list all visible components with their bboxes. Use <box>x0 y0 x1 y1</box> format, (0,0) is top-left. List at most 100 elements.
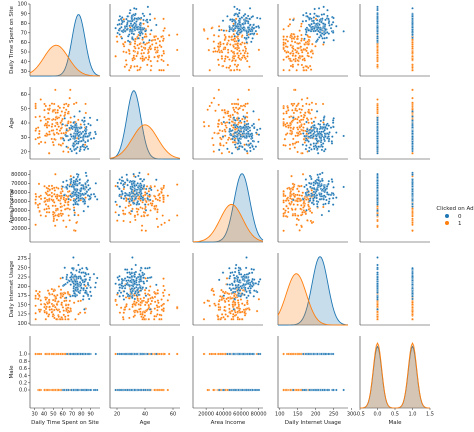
point-0 <box>321 171 324 175</box>
point-1 <box>310 121 314 125</box>
point-0 <box>84 291 87 294</box>
point-1 <box>158 192 161 196</box>
point-1 <box>156 299 160 302</box>
point-1 <box>162 284 165 288</box>
point-1 <box>141 201 144 204</box>
point-0 <box>376 182 379 185</box>
point-0 <box>129 8 132 12</box>
point-1 <box>160 223 163 226</box>
point-0 <box>134 263 137 267</box>
point-0 <box>376 29 379 33</box>
point-1 <box>302 129 305 132</box>
point-0 <box>241 145 244 149</box>
point-0 <box>321 179 324 182</box>
point-1 <box>59 192 63 195</box>
point-1 <box>287 24 290 28</box>
point-1 <box>300 114 303 118</box>
point-1 <box>229 114 232 117</box>
point-1 <box>291 142 295 145</box>
point-1 <box>69 174 73 178</box>
point-1 <box>135 54 138 58</box>
point-1 <box>305 69 308 72</box>
point-1 <box>39 140 43 144</box>
point-1 <box>376 98 379 101</box>
point-0 <box>230 152 234 155</box>
point-1 <box>227 299 230 303</box>
point-1 <box>156 55 160 58</box>
point-1 <box>51 204 55 208</box>
point-0 <box>77 140 80 144</box>
point-1 <box>79 299 82 303</box>
point-0 <box>246 132 250 136</box>
point-1 <box>232 57 236 60</box>
point-1 <box>115 35 119 38</box>
point-1 <box>285 35 289 38</box>
point-0 <box>303 185 306 189</box>
point-0 <box>84 171 88 175</box>
point-1 <box>219 295 222 298</box>
point-0 <box>331 203 335 206</box>
point-1 <box>153 55 156 59</box>
point-1 <box>47 198 51 202</box>
point-1 <box>219 143 222 147</box>
point-0 <box>136 182 139 185</box>
point-1 <box>240 302 244 305</box>
point-1 <box>166 63 170 67</box>
point-0 <box>228 127 232 131</box>
point-0 <box>65 185 68 189</box>
point-0 <box>233 290 237 294</box>
point-1 <box>236 310 239 314</box>
point-1 <box>61 142 65 145</box>
point-1 <box>55 128 59 131</box>
point-1 <box>72 102 76 106</box>
point-1 <box>34 318 37 321</box>
point-0 <box>231 283 234 287</box>
point-1 <box>292 186 295 189</box>
point-1 <box>131 305 134 309</box>
point-0 <box>411 173 414 177</box>
point-1 <box>218 50 221 54</box>
y-tick-label: 20000 <box>11 226 27 232</box>
point-0 <box>309 185 312 189</box>
point-1 <box>52 117 55 121</box>
point-0 <box>411 202 414 206</box>
point-1 <box>241 41 244 44</box>
point-1 <box>46 117 50 120</box>
point-0 <box>318 27 322 31</box>
point-1 <box>34 201 37 205</box>
point-0 <box>69 194 72 197</box>
point-1 <box>212 150 216 153</box>
point-1 <box>287 210 290 214</box>
point-0 <box>237 286 241 289</box>
point-1 <box>245 301 249 304</box>
point-1 <box>293 35 296 39</box>
point-1 <box>216 122 220 126</box>
point-0 <box>376 282 379 285</box>
point-1 <box>294 208 297 211</box>
point-1 <box>54 204 57 208</box>
point-0 <box>78 149 82 153</box>
point-0 <box>246 130 250 134</box>
point-0 <box>241 22 244 26</box>
point-1 <box>220 152 224 155</box>
point-1 <box>55 197 59 200</box>
point-1 <box>239 42 242 46</box>
point-1 <box>231 113 235 117</box>
point-0 <box>228 274 232 278</box>
point-1 <box>290 174 293 178</box>
point-0 <box>322 118 325 122</box>
point-1 <box>63 204 66 207</box>
point-1 <box>300 22 303 26</box>
point-1 <box>257 298 261 301</box>
point-1 <box>295 69 298 72</box>
point-0 <box>251 15 255 18</box>
point-0 <box>65 145 68 148</box>
point-1 <box>149 59 152 63</box>
point-1 <box>125 51 128 54</box>
point-1 <box>295 51 298 54</box>
point-1 <box>34 312 37 315</box>
point-0 <box>251 37 254 40</box>
point-0 <box>228 121 231 124</box>
point-0 <box>376 26 379 29</box>
point-0 <box>249 286 252 290</box>
